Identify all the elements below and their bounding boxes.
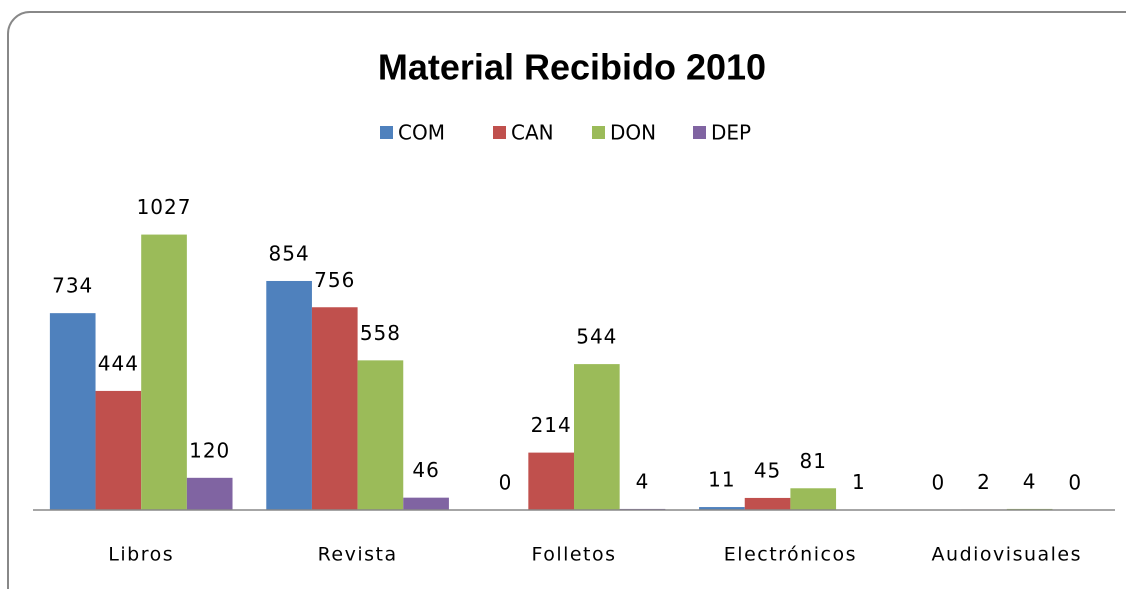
value-label: 1 — [852, 470, 866, 494]
legend-label: CAN — [511, 121, 554, 145]
value-label: 444 — [98, 351, 139, 375]
value-label: 2 — [977, 470, 991, 494]
bar — [528, 452, 574, 510]
value-label: 0 — [1068, 471, 1082, 495]
value-label: 4 — [1023, 469, 1037, 493]
value-label: 0 — [499, 471, 513, 495]
legend-label: DEP — [711, 121, 751, 145]
x-tick-label: Electrónicos — [724, 544, 857, 566]
bar — [403, 497, 449, 510]
value-label: 120 — [189, 438, 230, 462]
value-label: 46 — [412, 458, 439, 482]
bar — [790, 488, 837, 510]
bar — [141, 234, 187, 510]
bar — [49, 313, 96, 510]
legend-swatch — [693, 126, 706, 139]
legend-label: DON — [610, 121, 656, 145]
value-label: 214 — [531, 413, 572, 437]
value-label: 854 — [269, 241, 310, 265]
value-label: 81 — [800, 449, 827, 473]
value-label: 4 — [636, 469, 650, 493]
bar — [357, 360, 404, 510]
bar — [186, 477, 233, 510]
value-label: 1027 — [137, 195, 192, 219]
legend-swatch — [592, 126, 605, 139]
bar — [311, 307, 358, 510]
value-label: 558 — [360, 321, 401, 345]
value-label: 734 — [52, 274, 93, 298]
bar — [266, 280, 312, 510]
legend-swatch — [380, 126, 393, 139]
x-tick-label: Revista — [318, 544, 398, 566]
x-tick-label: Libros — [108, 544, 174, 566]
x-tick-label: Folletos — [531, 544, 616, 566]
bar — [574, 364, 620, 510]
legend-label: COM — [398, 121, 445, 145]
legend-swatch — [493, 126, 506, 139]
x-tick-label: Audiovisuales — [932, 544, 1082, 566]
bar — [744, 497, 791, 510]
bar — [95, 390, 142, 510]
bar — [699, 507, 745, 510]
value-label: 544 — [576, 325, 617, 349]
value-label: 0 — [931, 471, 945, 495]
value-label: 11 — [708, 468, 735, 492]
value-label: 45 — [754, 458, 781, 482]
chart-title: Material Recibido 2010 — [378, 47, 766, 88]
value-label: 756 — [314, 268, 355, 292]
